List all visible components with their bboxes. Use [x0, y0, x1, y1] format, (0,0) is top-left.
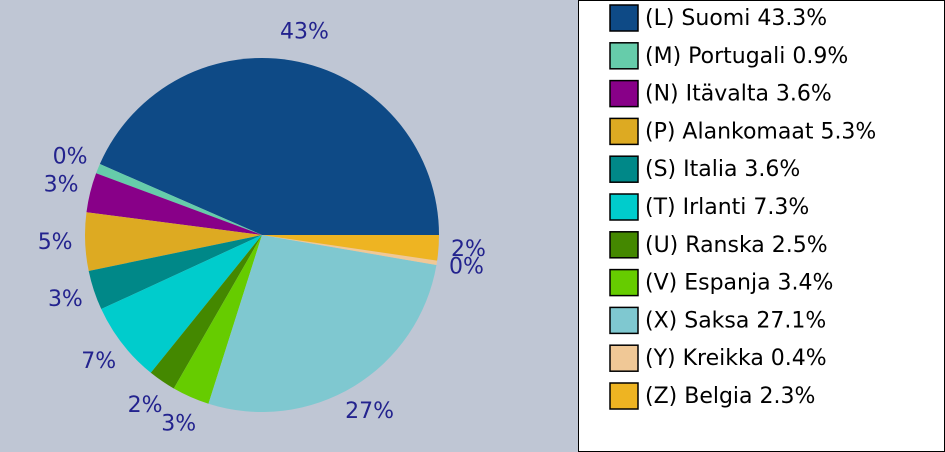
legend-label: (N) Itävalta 3.6% [645, 82, 832, 107]
legend-label: (M) Portugali 0.9% [645, 44, 848, 69]
pie-slice [262, 235, 439, 261]
pie-slice [99, 57, 439, 236]
value-label: 2% [451, 237, 486, 262]
legend-swatch [609, 4, 639, 32]
value-label: 43% [280, 19, 329, 44]
legend-label: (S) Italia 3.6% [645, 157, 800, 182]
pie-slice [86, 173, 262, 235]
value-label: 0% [449, 254, 484, 279]
legend-box [578, 0, 945, 452]
legend-label: (U) Ranska 2.5% [645, 233, 828, 258]
pie-slice [96, 163, 262, 235]
legend-swatch [609, 268, 639, 297]
legend-swatch [609, 42, 639, 70]
legend-label: (Z) Belgia 2.3% [645, 384, 815, 409]
pie-slice [101, 235, 262, 373]
value-label: 3% [161, 411, 196, 436]
legend-swatch [609, 155, 639, 183]
pie-slice [208, 235, 437, 412]
pie-slice [88, 235, 263, 310]
legend-label: (T) Irlanti 7.3% [645, 195, 809, 220]
legend-swatch [609, 117, 639, 146]
pie-slice [262, 235, 438, 265]
legend-label: (Y) Kreikka 0.4% [645, 346, 827, 371]
pie-slice [173, 235, 262, 404]
legend-label: (V) Espanja 3.4% [645, 271, 833, 296]
value-label: 7% [81, 349, 116, 374]
value-label: 27% [345, 399, 394, 424]
legend-swatch [609, 231, 639, 259]
legend-swatch [609, 382, 639, 410]
pie-slice [85, 212, 263, 271]
pie-slice [150, 235, 262, 389]
value-label: 3% [48, 287, 83, 312]
value-label: 3% [44, 172, 79, 197]
legend-label: (L) Suomi 43.3% [645, 6, 827, 31]
legend-swatch [609, 306, 639, 335]
legend-swatch [609, 344, 639, 372]
value-label: 5% [38, 230, 73, 255]
value-label: 2% [128, 393, 163, 418]
legend-label: (P) Alankomaat 5.3% [645, 119, 876, 144]
legend-label: (X) Saksa 27.1% [645, 308, 826, 333]
legend-swatch [609, 79, 639, 108]
value-label: 0% [53, 144, 88, 169]
legend-swatch [609, 193, 639, 221]
